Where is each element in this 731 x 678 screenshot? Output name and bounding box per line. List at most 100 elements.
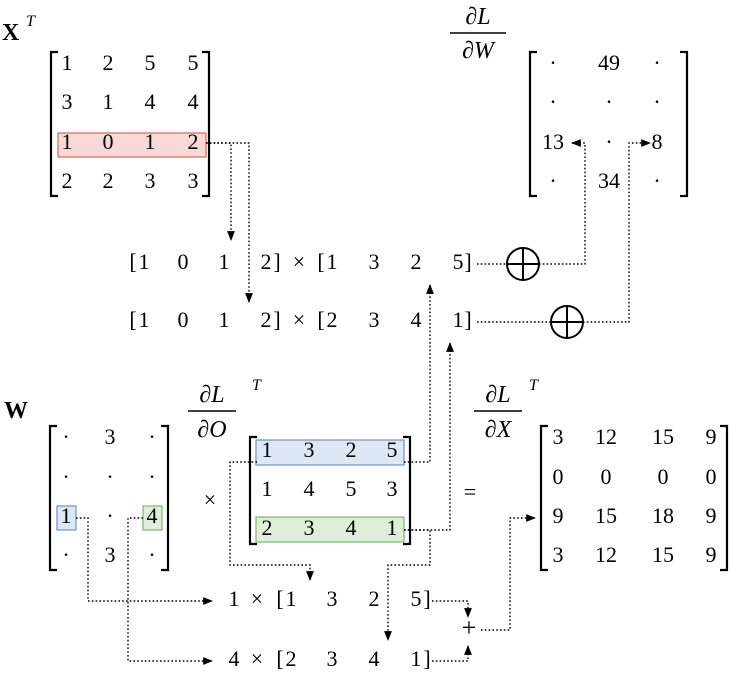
product2-rbracket-b: ] [464, 307, 471, 332]
product-row-2: [1 0 1 2] × [2 3 4 1] [129, 307, 471, 332]
product1-rbracket-b: ] [464, 249, 471, 274]
product1-lbracket-b: [ [317, 249, 324, 274]
product1-right-0: 1 [327, 249, 338, 274]
xt-cell-2-3: 2 [188, 129, 199, 154]
dldw-label: ∂L ∂W [450, 4, 506, 64]
scalar1-lbracket: [ [276, 586, 283, 611]
dldx-label: ∂L T ∂X [474, 377, 539, 443]
scalar1-vec-2: 2 [369, 586, 380, 611]
scalar1-vec-0: 1 [286, 586, 297, 611]
dldw-denominator: ∂W [462, 38, 496, 64]
dldo-numerator: ∂L [199, 382, 224, 408]
dldx-cell-0-2: 15 [652, 424, 674, 449]
product1-lbracket-a: [ [129, 249, 136, 274]
dldo-row3-down-arrow [384, 529, 431, 641]
dldx-cell-2-3: 9 [706, 503, 717, 528]
product1-right-1: 3 [369, 249, 380, 274]
dldw-cell-1-2: · [653, 89, 660, 114]
xt-left-bracket [49, 50, 58, 198]
dldw-cell-0-2: · [653, 50, 660, 75]
dldw-right-bracket [680, 50, 689, 198]
scalar2-vec-2: 4 [369, 646, 380, 671]
dldo-row3-highlight [255, 516, 405, 543]
w-cell-2-0: 1 [61, 503, 72, 528]
dldx-cell-2-0: 9 [553, 503, 564, 528]
w-cell-3-0: · [62, 542, 69, 567]
product2-times: × [293, 307, 305, 332]
dldx-cell-2-1: 15 [595, 503, 617, 528]
dldw-cell-3-2: · [653, 168, 660, 193]
dldo-cell-2-2: 4 [346, 515, 357, 540]
w-cell-3-2: · [148, 542, 155, 567]
dldo-row1-up-arrow [404, 284, 434, 463]
product2-lbracket-a: [ [129, 307, 136, 332]
xt-cell-1-3: 4 [188, 89, 199, 114]
scalar2-vec-3: 1 [411, 646, 422, 671]
dldo-cell-2-0: 2 [262, 515, 273, 540]
dldx-cell-0-0: 3 [553, 424, 564, 449]
dldo-denominator: ∂O [197, 417, 226, 443]
dldx-matrix: 3 12 15 9 0 0 0 0 9 15 18 9 3 12 15 9 [539, 424, 729, 572]
dldo-cell-0-3: 5 [387, 437, 398, 462]
w-left-bracket [48, 424, 57, 572]
xt-cell-1-1: 1 [103, 89, 114, 114]
dldo-right-bracket [403, 435, 412, 546]
product2-lbracket-b: [ [317, 307, 324, 332]
dldo-cell-1-0: 1 [262, 476, 273, 501]
dldo-left-bracket [248, 435, 257, 546]
dldx-right-bracket [720, 424, 729, 572]
scalar2-scalar: 4 [229, 646, 240, 671]
xt-right-bracket [202, 50, 211, 198]
scalar2-times: × [251, 646, 263, 671]
product1-times: × [293, 249, 305, 274]
w-matrix: · 3 · · · · 1 · 4 · 3 · [48, 424, 170, 572]
w-cell-2-2: 4 [147, 503, 158, 528]
xt-cell-0-0: 1 [62, 50, 73, 75]
xt-cell-0-1: 2 [103, 50, 114, 75]
dldo-cell-2-3: 1 [387, 515, 398, 540]
product1-left-2: 1 [219, 249, 230, 274]
scalar2-lbracket: [ [276, 646, 283, 671]
w-cell-0-2: · [148, 424, 155, 449]
w-cell-1-0: · [62, 464, 69, 489]
dldx-superscript: T [529, 377, 539, 394]
product2-right-3: 1 [453, 307, 464, 332]
w-cell-0-0: · [62, 424, 69, 449]
dldw-cell-2-0: 13 [542, 129, 564, 154]
row2-to-plus-arrow [432, 645, 472, 662]
dldx-denominator: ∂X [485, 417, 513, 443]
row1-to-plus-arrow [432, 600, 472, 618]
dldo-cell-0-1: 3 [304, 437, 315, 462]
w-cell-1-2: · [148, 464, 155, 489]
plus-to-dldx-arrow [481, 514, 536, 631]
dldx-cell-0-3: 9 [706, 424, 717, 449]
dldo-cell-0-2: 2 [346, 437, 357, 462]
dldw-cell-1-0: · [549, 89, 556, 114]
w1-to-row1-arrow [76, 517, 213, 605]
product2-left-2: 1 [219, 307, 230, 332]
dldw-cell-2-1: · [605, 129, 612, 154]
dldw-cell-3-0: · [549, 168, 556, 193]
product2-rbracket-a: ] [273, 307, 280, 332]
scalar1-vec-3: 5 [411, 586, 422, 611]
product2-left-1: 0 [178, 307, 189, 332]
dldo-row1-highlight [255, 439, 405, 466]
scalar-row-2: 4 × [2 3 4 1] [229, 646, 431, 671]
scalar1-rbracket: ] [423, 586, 430, 611]
xt-cell-3-3: 3 [188, 168, 199, 193]
dldw-cell-3-1: 34 [598, 168, 620, 193]
w-cell-1-1: · [106, 464, 113, 489]
dldo-cell-0-0: 1 [262, 437, 273, 462]
dldx-cell-0-1: 12 [595, 424, 617, 449]
product2-right-1: 3 [369, 307, 380, 332]
product1-left-0: 1 [139, 249, 150, 274]
dldx-cell-1-2: 0 [658, 464, 669, 489]
dldo-label: ∂L T ∂O [188, 377, 262, 443]
scalar2-vec-1: 3 [327, 646, 338, 671]
xt-cell-2-0: 1 [62, 129, 73, 154]
oplus2-to-8-arrow [583, 139, 651, 323]
dldx-left-bracket [539, 424, 548, 572]
plus-symbol: + [462, 613, 477, 642]
